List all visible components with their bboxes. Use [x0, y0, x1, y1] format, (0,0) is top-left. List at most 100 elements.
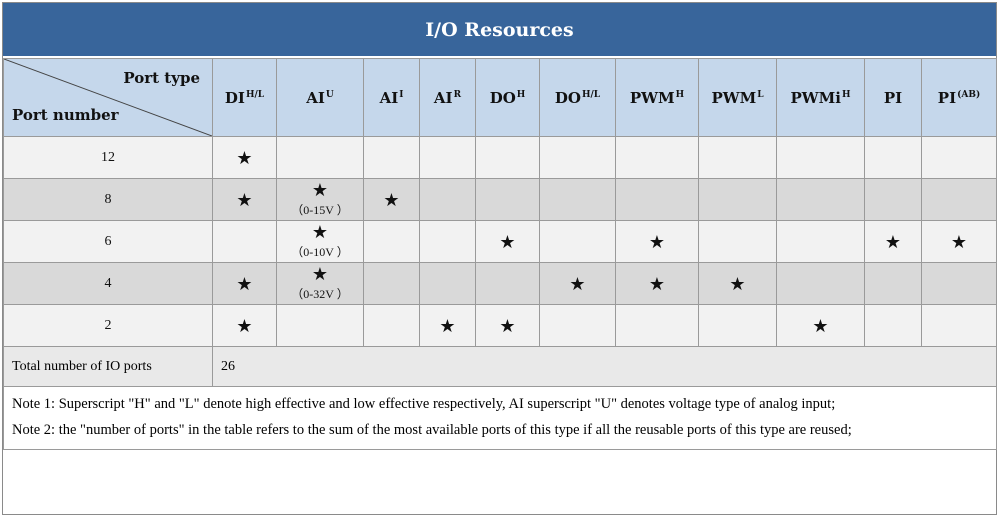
column-header-base: DI — [224, 88, 245, 107]
port-type-cell — [615, 178, 699, 221]
note-2: Note 2: the "number of ports" in the tab… — [12, 422, 852, 438]
column-header: AIR — [419, 58, 476, 137]
column-header-superscript: (AB) — [957, 89, 981, 100]
column-header-base: DO — [489, 88, 516, 107]
column-header-superscript: H — [675, 89, 685, 100]
star-icon: ★ — [311, 180, 329, 200]
header-row: Port type Port number DIH/L AIU AII AIR DOH D… — [3, 58, 997, 137]
table-row: 12 ★ — [3, 136, 997, 179]
port-type-cell: ★ — [864, 220, 922, 263]
port-type-cell — [864, 136, 922, 179]
port-type-cell — [776, 220, 865, 263]
port-type-cell — [419, 262, 476, 305]
io-resources-table: Port type Port number DIH/L AIU AII AIR DOH D… — [3, 58, 997, 450]
table-row: 2 ★ ★ ★ ★ — [3, 304, 997, 347]
port-type-cell — [698, 178, 777, 221]
port-type-label: Port type — [123, 69, 200, 87]
port-type-cell — [419, 136, 476, 179]
column-header: PI(AB) — [921, 58, 997, 137]
star-icon: ★ — [569, 273, 586, 294]
port-type-cell — [539, 178, 616, 221]
port-type-cell — [698, 304, 777, 347]
column-header-superscript: U — [325, 89, 334, 100]
port-number-cell: 4 — [3, 262, 213, 305]
star-icon: ★ — [499, 231, 516, 252]
port-type-cell — [475, 136, 540, 179]
port-number-cell: 2 — [3, 304, 213, 347]
star-icon: ★ — [311, 264, 329, 284]
column-header: PI — [864, 58, 922, 137]
port-type-cell — [419, 178, 476, 221]
port-type-cell: ★ — [475, 304, 540, 347]
total-row: Total number of IO ports 26 — [3, 346, 997, 387]
note-1: Note 1: Superscript "H" and "L" denote h… — [12, 396, 836, 412]
port-type-cell — [539, 304, 616, 347]
port-type-cell — [776, 178, 865, 221]
port-type-cell — [921, 304, 997, 347]
notes-row: Note 1: Superscript "H" and "L" denote h… — [3, 386, 997, 450]
port-type-cell — [363, 220, 420, 263]
port-type-cell — [363, 136, 420, 179]
port-type-cell: ★ — [698, 262, 777, 305]
table-body: 12 ★ 8 ★ ★ （0-15V ） ★ 6 ★ （0-10V ） ★ ★ ★ ★ 4 ★ ★ （0-32V ）… — [3, 136, 997, 347]
port-type-cell — [419, 220, 476, 263]
port-number-cell: 6 — [3, 220, 213, 263]
port-type-cell: ★ （0-15V ） — [276, 178, 364, 221]
column-header-superscript: H — [841, 89, 851, 100]
column-header-base: PWM — [629, 88, 675, 107]
port-type-cell — [475, 262, 540, 305]
port-type-cell — [864, 304, 922, 347]
column-header-superscript: R — [453, 89, 462, 100]
port-type-cell — [698, 136, 777, 179]
port-type-cell: ★ — [615, 220, 699, 263]
corner-header-cell: Port type Port number — [3, 58, 213, 137]
table-row: 8 ★ ★ （0-15V ） ★ — [3, 178, 997, 221]
port-type-cell — [212, 220, 277, 263]
column-header-superscript: L — [757, 89, 764, 100]
port-type-cell: ★ （0-10V ） — [276, 220, 364, 263]
port-type-cell — [475, 178, 540, 221]
star-icon: ★ — [236, 147, 253, 168]
column-header-base: PWM — [711, 88, 757, 107]
port-type-cell — [539, 136, 616, 179]
port-number-label: Port number — [12, 106, 119, 124]
star-icon: ★ — [884, 231, 902, 252]
star-icon: ★ — [236, 315, 253, 336]
port-type-cell — [615, 136, 699, 179]
star-icon: ★ — [812, 315, 829, 336]
port-number-cell: 8 — [3, 178, 213, 221]
column-header-base: PWMi — [790, 88, 841, 107]
star-icon: ★ — [439, 315, 456, 336]
column-header-superscript: H — [516, 89, 526, 100]
table-row: 6 ★ （0-10V ） ★ ★ ★ ★ — [3, 220, 997, 263]
column-header-base: PI — [883, 88, 903, 107]
voltage-range-label: （0-10V ） — [291, 245, 349, 259]
column-header: PWML — [698, 58, 777, 137]
star-icon: ★ — [729, 273, 746, 294]
port-type-cell — [864, 178, 922, 221]
notes-cell: Note 1: Superscript "H" and "L" denote h… — [3, 386, 997, 450]
port-type-cell: ★ — [475, 220, 540, 263]
column-header: DOH/L — [539, 58, 616, 137]
port-type-cell — [539, 220, 616, 263]
column-header-base: AI — [379, 88, 399, 107]
table-title: I/O Resources — [3, 3, 996, 58]
column-header: DIH/L — [212, 58, 277, 137]
star-icon: ★ — [236, 273, 253, 294]
port-type-cell: ★ — [212, 262, 277, 305]
port-type-cell: ★ — [921, 220, 997, 263]
star-icon: ★ — [648, 231, 666, 252]
port-type-cell — [921, 262, 997, 305]
star-icon: ★ — [648, 273, 666, 294]
port-type-cell: ★ — [212, 178, 277, 221]
total-value: 26 — [212, 346, 997, 387]
column-header-base: DO — [554, 88, 581, 107]
port-number-cell: 12 — [3, 136, 213, 179]
column-header-superscript: H/L — [581, 89, 601, 100]
column-header-base: PI — [937, 88, 957, 107]
column-header: DOH — [475, 58, 540, 137]
port-type-cell — [921, 178, 997, 221]
total-label: Total number of IO ports — [3, 346, 213, 387]
port-type-cell: ★ — [212, 136, 277, 179]
